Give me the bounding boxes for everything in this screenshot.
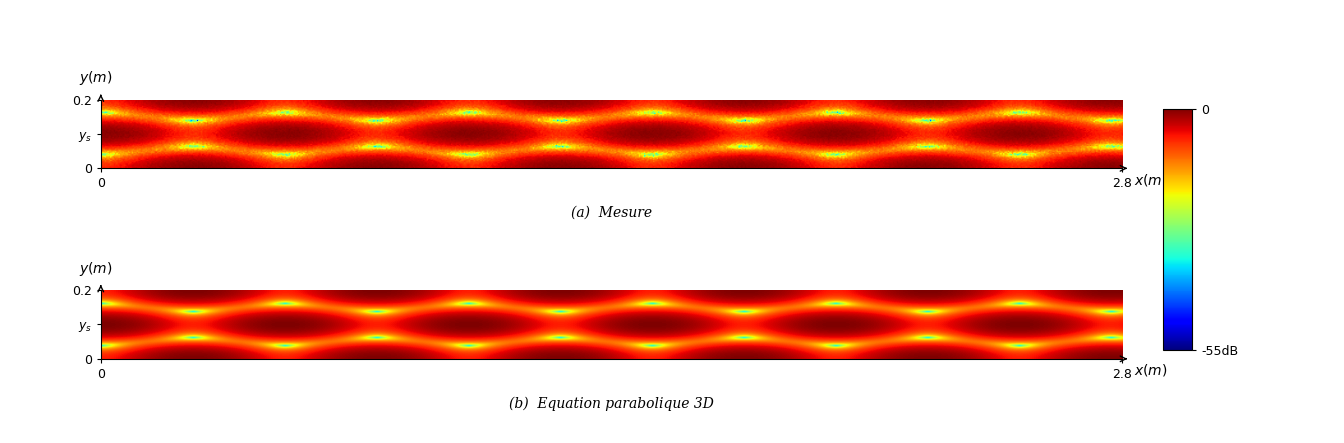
Text: $y(m)$: $y(m)$ — [79, 260, 113, 278]
Text: $y(m)$: $y(m)$ — [79, 69, 113, 87]
Text: $x(m)$: $x(m)$ — [1134, 362, 1168, 378]
Text: (a)  Mesure: (a) Mesure — [571, 206, 652, 220]
Text: (b)  Equation parabolique 3D: (b) Equation parabolique 3D — [509, 396, 714, 411]
Text: $x(m)$: $x(m)$ — [1134, 172, 1168, 188]
